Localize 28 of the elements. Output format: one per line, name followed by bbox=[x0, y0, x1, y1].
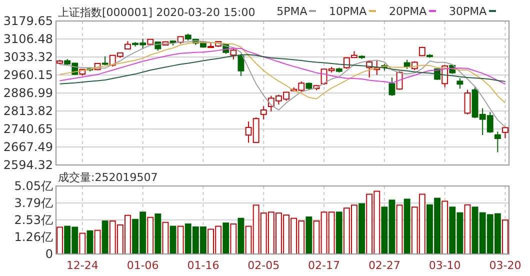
y-tick-label: 2.53亿 bbox=[14, 213, 53, 228]
legend-label: 5PMA bbox=[276, 5, 308, 18]
x-tick-label: 03-10 bbox=[428, 259, 461, 272]
chart-title: 上证指数[000001] 2020-03-20 15:00 bbox=[58, 6, 256, 19]
y-tick-label: 3.79亿 bbox=[14, 196, 53, 210]
y-tick-label: 5.05亿 bbox=[14, 179, 53, 194]
legend-label: 20PMA bbox=[389, 5, 428, 18]
x-tick-label: 02-05 bbox=[248, 259, 280, 272]
legend-label: 30PMA bbox=[449, 5, 488, 18]
y-tick-label: 2667.49 bbox=[3, 140, 53, 154]
chart-title: 成交量:252019507 bbox=[58, 171, 158, 184]
y-tick-label: 2813.82 bbox=[3, 104, 53, 118]
x-tick-label: 02-17 bbox=[308, 259, 340, 272]
y-tick-label: 2594.32 bbox=[3, 158, 53, 172]
y-tick-label: 3033.32 bbox=[3, 50, 53, 64]
y-tick-label: 3179.65 bbox=[3, 14, 53, 28]
x-tick-label: 12-24 bbox=[66, 259, 98, 272]
y-tick-label: 2740.65 bbox=[3, 122, 53, 136]
x-tick-label: 02-27 bbox=[368, 259, 400, 272]
y-tick-label: 3106.48 bbox=[3, 32, 53, 46]
y-tick-label: 1.26亿 bbox=[14, 230, 53, 244]
legend-label: 10PMA bbox=[329, 5, 368, 18]
y-tick-label: 0 bbox=[45, 247, 53, 262]
x-tick-label: 01-16 bbox=[187, 259, 220, 272]
x-tick-label: 01-06 bbox=[126, 259, 159, 272]
y-tick-label: 2886.99 bbox=[3, 86, 53, 100]
x-tick-label: 03-20 bbox=[489, 259, 522, 272]
y-tick-label: 2960.15 bbox=[3, 68, 53, 82]
